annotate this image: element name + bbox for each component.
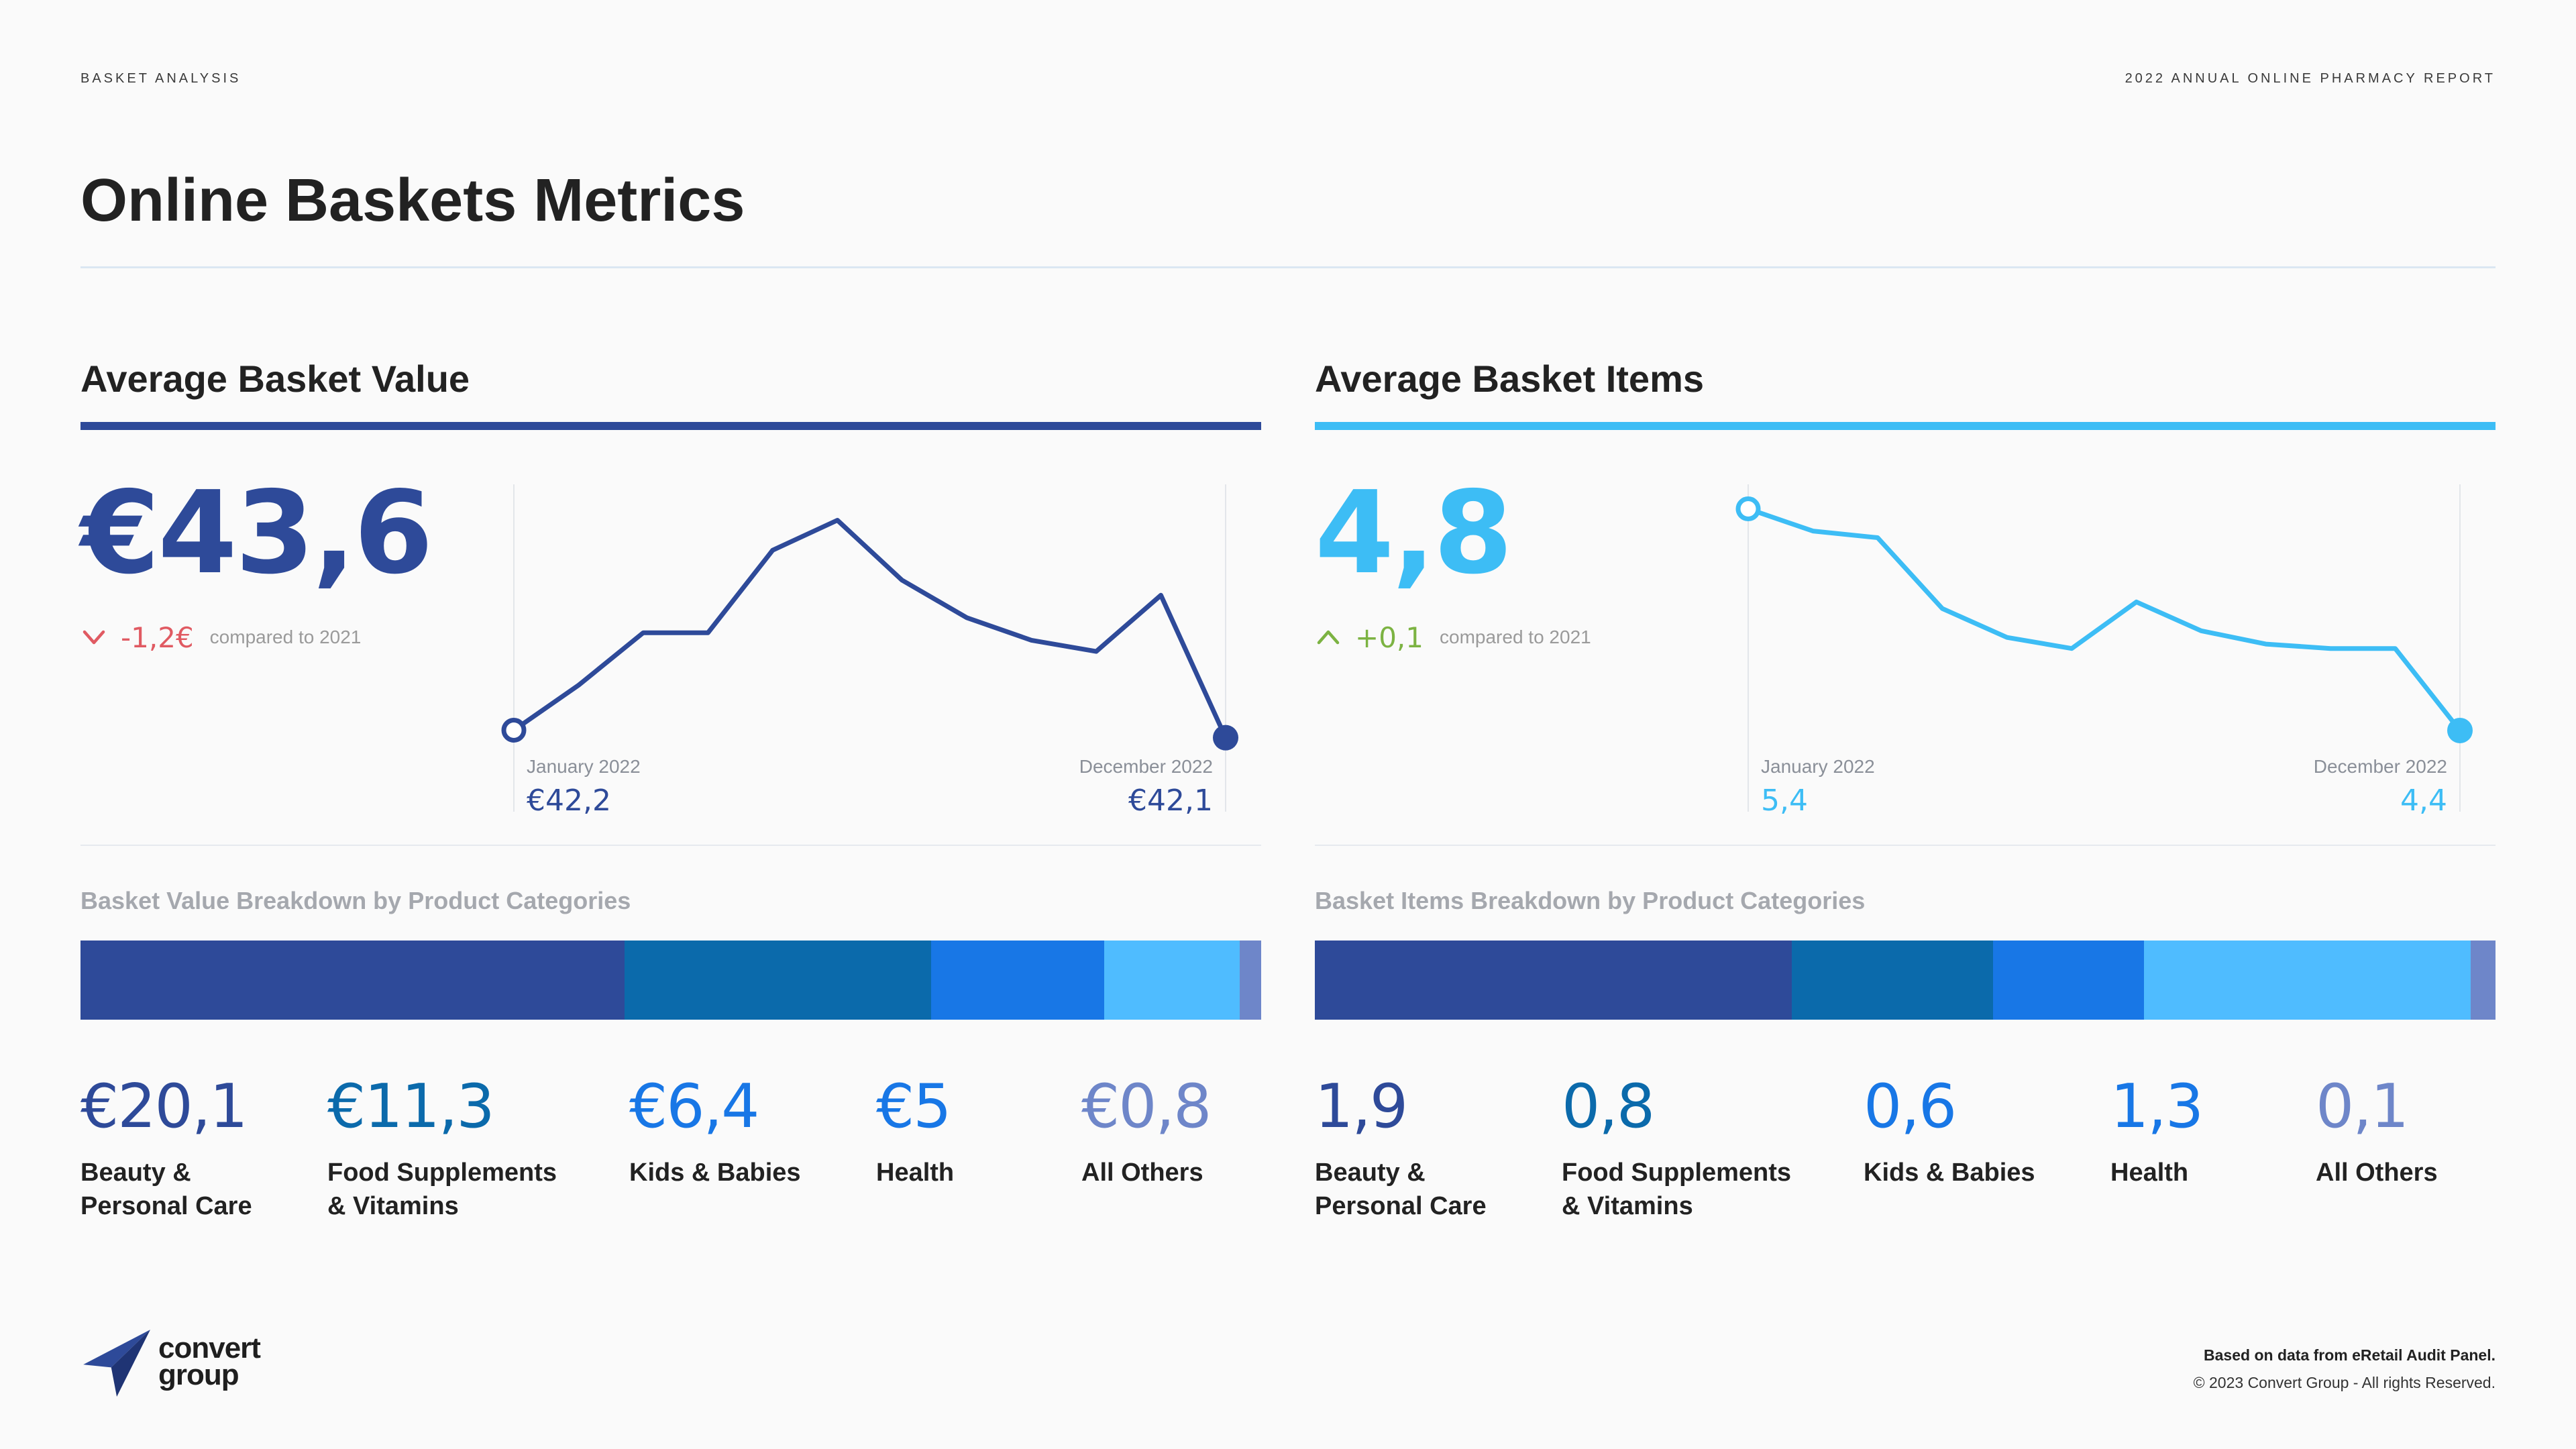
segment-food-supplements <box>1792 941 1994 1020</box>
stacked-bar <box>1315 941 2496 1020</box>
section-rule <box>1315 422 2496 430</box>
end-point <box>1213 724 1238 751</box>
category-label: Beauty & Personal Care <box>1315 1159 1487 1220</box>
big-value: €43,6 <box>80 467 433 600</box>
category-beauty: 1,9 Beauty & Personal Care <box>1315 1077 1487 1223</box>
delta-row: +0,1 compared to 2021 <box>1315 621 1591 654</box>
category-value: 0,8 <box>1562 1071 1655 1142</box>
start-point <box>1735 496 1761 522</box>
basket-value-panel: Average Basket Value €43,6 -1,2€ compare… <box>80 0 1261 1449</box>
stacked-bar <box>80 941 1261 1020</box>
big-value: 4,8 <box>1315 467 1513 600</box>
delta-value: +0,1 <box>1355 621 1424 654</box>
category-label: All Others <box>1081 1159 1203 1187</box>
category-label: Kids & Babies <box>1864 1159 2035 1187</box>
compare-text: compared to 2021 <box>1440 627 1591 647</box>
delta-value: -1,2€ <box>121 621 194 654</box>
chevron-up-icon <box>1317 630 1340 645</box>
trend-chart <box>1735 484 2473 812</box>
category-value: 1,9 <box>1315 1071 1408 1142</box>
breakdown-title: Basket Value Breakdown by Product Catego… <box>80 887 631 914</box>
segment-beauty <box>80 941 625 1020</box>
logo-text: convert group <box>158 1332 261 1391</box>
series-line <box>511 518 1228 741</box>
trend-chart <box>501 484 1238 812</box>
category-all-others: €0,8 All Others <box>1081 1071 1212 1189</box>
series-line <box>1746 506 2463 733</box>
category-label: Food Supplements & Vitamins <box>327 1159 557 1220</box>
category-value: €11,3 <box>327 1071 495 1142</box>
end-label: December 2022 <box>1079 756 1213 777</box>
category-all-others: 0,1 All Others <box>2316 1077 2438 1189</box>
basket-items-panel: Average Basket Items 4,8 +0,1 compared t… <box>1315 0 2496 1449</box>
category-kids-babies: €6,4 Kids & Babies <box>629 1077 801 1189</box>
breakdown-title: Basket Items Breakdown by Product Catego… <box>1315 887 1866 914</box>
category-label: Health <box>2110 1159 2189 1187</box>
segment-health <box>1104 941 1240 1020</box>
title-divider <box>80 266 2496 268</box>
chevron-down-icon <box>83 630 105 645</box>
compare-text: compared to 2021 <box>209 627 362 647</box>
category-label: Food Supplements & Vitamins <box>1562 1159 1791 1220</box>
category-label: All Others <box>2316 1159 2438 1187</box>
source-note: Based on data from eRetail Audit Panel. <box>2204 1346 2496 1364</box>
category-food-supplements: 0,8 Food Supplements & Vitamins <box>1562 1077 1791 1223</box>
category-beauty: €20,1 Beauty & Personal Care <box>80 1077 252 1223</box>
segment-health <box>2143 941 2471 1020</box>
start-point <box>501 717 527 743</box>
end-value: 4,4 <box>2400 784 2447 818</box>
paper-plane-icon <box>83 1330 150 1397</box>
category-value: €6,4 <box>629 1071 759 1142</box>
delta-row: -1,2€ compared to 2021 <box>80 621 361 654</box>
end-point <box>2447 717 2473 743</box>
section-rule <box>80 422 1261 430</box>
category-health: 1,3 Health <box>2110 1071 2204 1189</box>
company-logo: convert group <box>80 1327 261 1397</box>
segment-kids-babies <box>1993 941 2144 1020</box>
section-label: BASKET ANALYSIS <box>80 71 241 86</box>
category-label: Beauty & Personal Care <box>80 1159 252 1220</box>
segment-all-others <box>1239 941 1261 1020</box>
category-value: 0,6 <box>1864 1071 1957 1142</box>
segment-beauty <box>1315 941 1792 1020</box>
page-title: Online Baskets Metrics <box>80 167 745 234</box>
category-health: €5 Health <box>876 1077 954 1189</box>
category-food-supplements: €11,3 Food Supplements & Vitamins <box>327 1077 557 1223</box>
divider <box>1315 845 2496 846</box>
divider <box>80 845 1261 846</box>
category-label: Kids & Babies <box>629 1159 801 1187</box>
end-value: €42,1 <box>1128 784 1213 818</box>
category-value: 0,1 <box>2316 1071 2409 1142</box>
section-title: Average Basket Value <box>80 358 470 400</box>
report-label: 2022 ANNUAL ONLINE PHARMACY REPORT <box>2125 71 2496 86</box>
segment-food-supplements <box>625 941 931 1020</box>
category-label: Health <box>876 1159 955 1187</box>
category-value: €5 <box>876 1071 952 1142</box>
section-title: Average Basket Items <box>1315 358 1705 400</box>
category-value: €0,8 <box>1081 1071 1212 1142</box>
start-label: January 2022 <box>527 756 641 777</box>
segment-all-others <box>2470 941 2496 1020</box>
start-value: 5,4 <box>1761 784 1808 818</box>
end-label: December 2022 <box>2313 756 2447 777</box>
segment-kids-babies <box>930 941 1104 1020</box>
start-value: €42,2 <box>527 784 611 818</box>
category-value: 1,3 <box>2110 1071 2204 1142</box>
start-label: January 2022 <box>1761 756 1875 777</box>
category-kids-babies: 0,6 Kids & Babies <box>1864 1077 2035 1189</box>
category-value: €20,1 <box>80 1071 248 1142</box>
copyright: © 2023 Convert Group - All rights Reserv… <box>2193 1374 2496 1391</box>
